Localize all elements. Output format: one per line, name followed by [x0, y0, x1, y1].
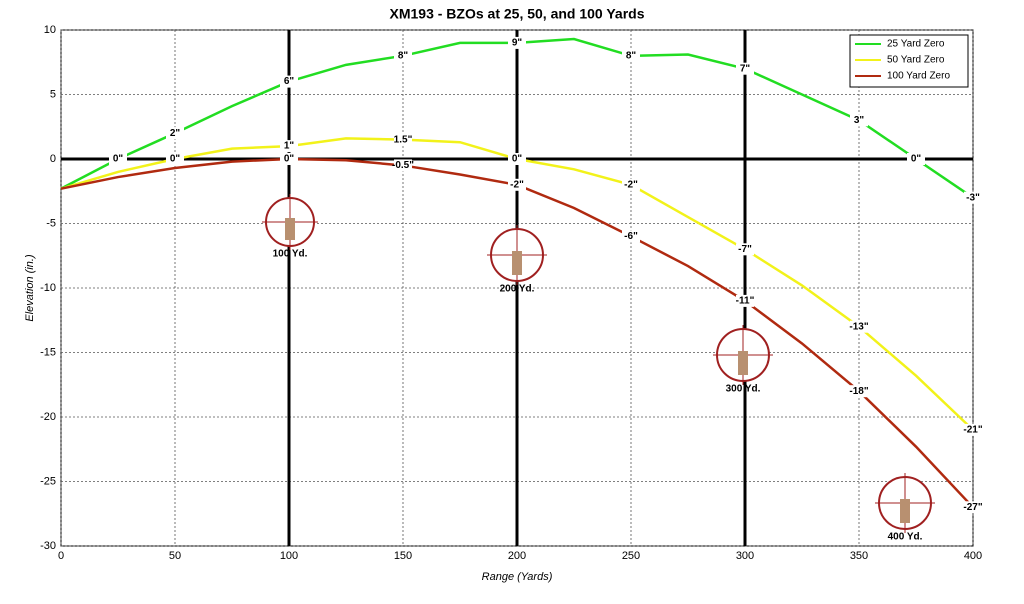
- annotation: 100 Yd.: [273, 249, 308, 260]
- x-tick-label: 200: [508, 550, 526, 562]
- annotation: 200 Yd.: [500, 284, 535, 295]
- y-tick-label: -25: [40, 475, 56, 487]
- value-label: 3": [854, 115, 865, 126]
- value-label: 2": [170, 128, 181, 139]
- value-label-bg: [622, 178, 640, 191]
- value-label: 6": [284, 76, 295, 87]
- value-label: -21": [963, 425, 982, 436]
- value-label: 1": [284, 141, 295, 152]
- value-label: 9": [512, 38, 523, 49]
- value-label-bg: [964, 191, 982, 204]
- value-label: 8": [626, 50, 637, 61]
- value-label-bg: [280, 75, 298, 88]
- value-label-bg: [394, 49, 412, 62]
- x-tick-label: 250: [622, 550, 640, 562]
- value-label-bg: [166, 153, 184, 165]
- y-axis-label: Elevation (in.): [24, 254, 36, 322]
- value-label-bg: [622, 49, 640, 62]
- value-label-bg: [907, 153, 925, 165]
- value-label: 0": [113, 154, 124, 165]
- target-figure: [285, 218, 295, 240]
- x-tick-label: 150: [394, 550, 412, 562]
- legend-label: 50 Yard Zero: [887, 55, 945, 66]
- value-label: -0.5": [392, 160, 414, 171]
- value-label-bg: [736, 294, 754, 307]
- x-tick-label: 400: [964, 550, 982, 562]
- y-tick-label: 0: [50, 153, 56, 165]
- value-label-bg: [166, 127, 184, 140]
- value-label-bg: [736, 243, 754, 256]
- value-label: -3": [966, 192, 980, 203]
- target-figure: [900, 499, 910, 523]
- chart-title: XM193 - BZOs at 25, 50, and 100 Yards: [390, 6, 645, 22]
- value-label-bg: [280, 153, 298, 165]
- y-tick-label: -10: [40, 282, 56, 294]
- y-tick-label: -5: [46, 217, 56, 229]
- value-label-bg: [508, 36, 526, 49]
- emphasis-lines: [61, 30, 973, 546]
- value-label: 1.5": [394, 134, 413, 145]
- value-label-bg: [736, 62, 754, 75]
- value-label: 0": [284, 154, 295, 165]
- value-label: 0": [911, 154, 922, 165]
- x-tick-label: 100: [280, 550, 298, 562]
- value-label-bg: [508, 153, 526, 165]
- value-label: 8": [398, 50, 409, 61]
- value-label: 0": [170, 154, 181, 165]
- value-label: -13": [849, 321, 868, 332]
- annotation: 400 Yd.: [888, 532, 923, 543]
- value-label-bg: [394, 133, 412, 146]
- x-tick-label: 0: [58, 550, 64, 562]
- y-tick-label: -30: [40, 540, 56, 552]
- y-tick-label: -15: [40, 346, 56, 358]
- value-label-bg: [850, 320, 868, 333]
- value-label-bg: [850, 385, 868, 398]
- value-label-bg: [508, 178, 526, 191]
- target-figure: [738, 351, 748, 375]
- value-label-bg: [964, 423, 982, 436]
- targets: 100 Yd. 200 Yd. 300 Yd. 400 Yd.: [262, 194, 935, 543]
- y-tick-label: 5: [50, 88, 56, 100]
- value-labels: 0" 2" 6" 8" 9" 8" 7" 3" 0" -3" 0" 1" 1.5" 0" -2" -7" -13…: [109, 36, 983, 514]
- value-label: -2": [624, 179, 638, 190]
- value-label-bg: [280, 140, 298, 153]
- target-figure: [512, 251, 522, 275]
- value-label: -7": [738, 244, 752, 255]
- x-tick-label: 50: [169, 550, 181, 562]
- value-label: -18": [849, 386, 868, 397]
- value-label-bg: [109, 153, 127, 165]
- y-tick-label: 10: [44, 24, 56, 36]
- legend-label: 25 Yard Zero: [887, 39, 945, 50]
- value-label-bg: [964, 501, 982, 514]
- legend-label: 100 Yard Zero: [887, 71, 950, 82]
- x-tick-label: 350: [850, 550, 868, 562]
- value-label: 0": [512, 154, 523, 165]
- x-axis-label: Range (Yards): [482, 571, 553, 583]
- legend: 25 Yard Zero 50 Yard Zero 100 Yard Zero: [849, 34, 969, 88]
- value-label: -6": [624, 231, 638, 242]
- value-label-bg: [622, 230, 640, 243]
- x-tick-label: 300: [736, 550, 754, 562]
- y-tick-label: -20: [40, 411, 56, 423]
- value-label-bg: [394, 159, 412, 172]
- value-label-bg: [850, 114, 868, 127]
- value-label: 7": [740, 63, 751, 74]
- value-label: -2": [510, 179, 524, 190]
- value-label: -11": [736, 296, 755, 307]
- annotation: 300 Yd.: [726, 384, 761, 395]
- value-label: -27": [963, 502, 982, 513]
